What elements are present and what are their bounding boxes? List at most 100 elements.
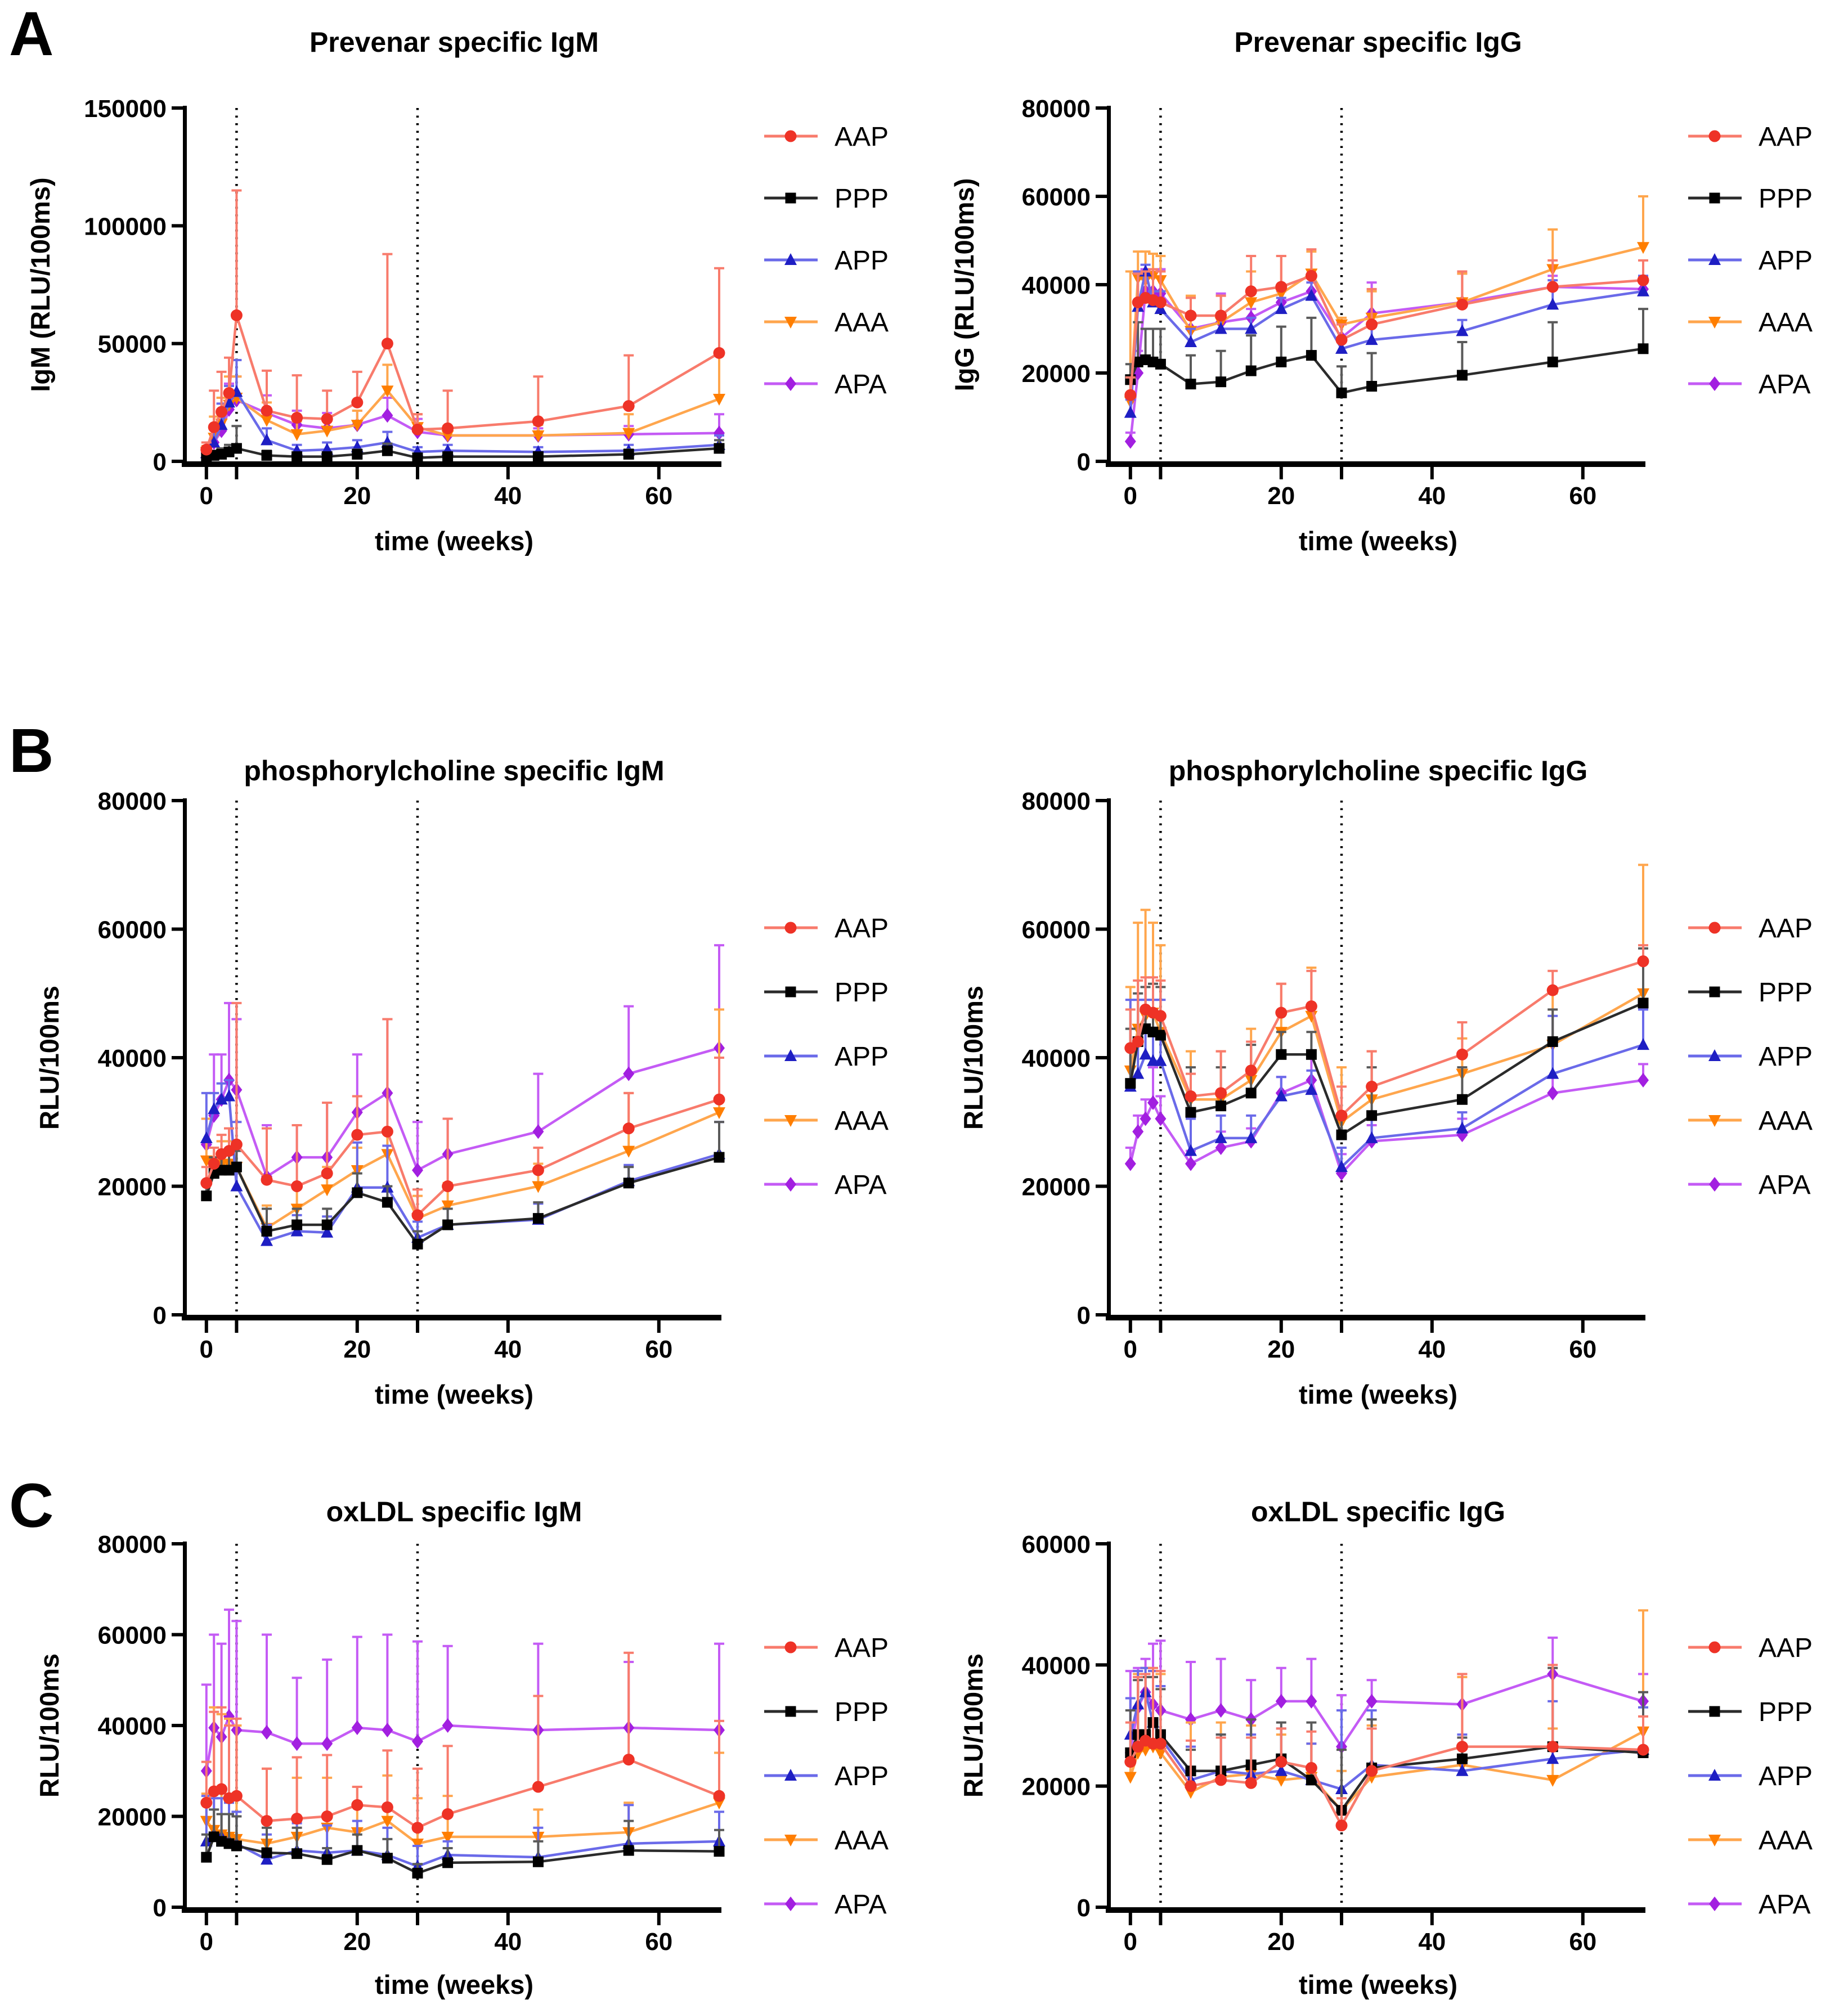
marker-PPP [1306, 1774, 1317, 1786]
marker-PPP [1155, 358, 1166, 370]
legend-label-AAA: AAA [835, 1826, 889, 1855]
legend-item-AAA: AAA [1688, 1826, 1813, 1855]
series-AAP [200, 189, 725, 456]
marker-AAP [381, 1125, 393, 1138]
marker-PPP [1125, 1078, 1136, 1089]
marker-APP [1214, 1131, 1227, 1143]
x-tick [204, 467, 208, 479]
marker-PPP [714, 1846, 725, 1857]
marker-AAP [622, 1754, 635, 1766]
marker-APA [442, 1718, 454, 1733]
marker-APP [1365, 1131, 1378, 1143]
marker-APA [382, 1723, 393, 1738]
marker-APP [1245, 1131, 1258, 1143]
chart-prevenar-specific-igm: Prevenar specific IgM 0 50000 100000 150000 0… [0, 11, 924, 582]
legend-marker-APP [784, 1049, 797, 1061]
legend-marker-AAP [1708, 922, 1721, 934]
x-tick-label: 0 [1124, 1336, 1137, 1363]
legend-label-APP: APP [1759, 246, 1813, 276]
series-APP [200, 358, 725, 459]
x-tick [355, 467, 359, 479]
y-tick [1096, 927, 1107, 931]
x-tick-label: 40 [494, 1928, 522, 1956]
y-tick-label: 40000 [1022, 1045, 1091, 1072]
marker-PPP [714, 443, 725, 454]
marker-APA [1366, 1693, 1378, 1709]
legend-label-AAA: AAA [835, 308, 889, 338]
marker-PPP [321, 1854, 333, 1865]
marker-PPP [442, 451, 454, 462]
x-tick-label: 0 [200, 1928, 213, 1956]
marker-AAP [1456, 298, 1468, 311]
legend-marker-AAP [1708, 1641, 1721, 1653]
marker-APP [1275, 1089, 1288, 1102]
x-tick [204, 1913, 208, 1925]
marker-PPP [201, 1190, 212, 1202]
marker-AAA [622, 428, 635, 440]
marker-PPP [532, 1856, 544, 1867]
marker-AAA [351, 420, 364, 432]
marker-AAP [1305, 1000, 1317, 1013]
marker-AAP [1185, 1780, 1197, 1792]
x-tick [1128, 1320, 1132, 1333]
x-tick-minor [235, 1913, 239, 1925]
marker-APA [1124, 434, 1136, 449]
y-tick-label: 150000 [84, 95, 167, 123]
x-tick-minor [235, 467, 239, 479]
marker-PPP [382, 1853, 393, 1864]
marker-AAP [713, 347, 725, 359]
legend-item-AAP: AAP [1688, 1633, 1813, 1663]
legend-marker-APA [785, 376, 796, 391]
marker-AAP [1185, 309, 1197, 322]
legend-label-PPP: PPP [835, 184, 889, 214]
marker-AAA [1275, 1774, 1288, 1787]
legend-label-APA: APA [835, 1890, 886, 1920]
marker-APP [1546, 1067, 1559, 1079]
x-tick [1279, 467, 1283, 479]
marker-AAP [532, 1164, 544, 1176]
legend-label-AAA: AAA [1759, 308, 1813, 338]
x-tick-label: 40 [494, 482, 522, 510]
marker-PPP [321, 1219, 333, 1230]
legend-label-AAP: AAP [835, 914, 889, 943]
marker-PPP [442, 1219, 454, 1230]
series-line-APP [205, 390, 720, 454]
legend-item-APA: APA [764, 1170, 886, 1200]
legend-label-APA: APA [835, 370, 886, 399]
marker-APA [1215, 1703, 1227, 1718]
marker-APA [321, 1736, 333, 1751]
y-tick [172, 1313, 183, 1316]
y-tick [1096, 371, 1107, 375]
marker-AAA [290, 429, 303, 441]
legend-item-PPP: PPP [1688, 184, 1813, 214]
legend-label-PPP: PPP [835, 978, 889, 1008]
y-tick [172, 1056, 183, 1059]
marker-AAP [261, 405, 273, 417]
x-tick-label: 40 [494, 1336, 522, 1363]
legend-label-APP: APP [835, 1762, 889, 1791]
legend-item-APA: APA [1688, 1890, 1810, 1920]
marker-PPP [382, 1197, 393, 1208]
marker-AAP [411, 1209, 424, 1221]
y-tick-label: 0 [153, 448, 167, 476]
marker-AAA [1124, 1772, 1137, 1784]
marker-AAP [713, 1790, 725, 1802]
legend-item-APA: APA [1688, 370, 1810, 399]
series-APP [200, 1795, 725, 1872]
legend-label-PPP: PPP [1759, 184, 1813, 214]
legend-marker-APA [1709, 1177, 1720, 1192]
marker-AAP [1305, 1762, 1317, 1774]
marker-PPP [1245, 365, 1257, 376]
x-tick-label: 0 [1124, 482, 1137, 510]
y-axis-label: IgM (RLU/100ms) [25, 177, 55, 392]
y-tick-label: 40000 [1022, 1652, 1091, 1679]
marker-AAA [381, 385, 394, 398]
legend-item-APA: APA [764, 1890, 886, 1920]
panel-letter-a: A [9, 0, 54, 69]
marker-AAP [442, 1808, 454, 1820]
legend-label-AAA: AAA [835, 1106, 889, 1136]
y-tick-label: 60000 [1022, 916, 1091, 944]
y-tick [1096, 1663, 1107, 1667]
marker-AAP [1335, 1819, 1348, 1832]
legend-item-AAP: AAP [764, 1633, 889, 1663]
